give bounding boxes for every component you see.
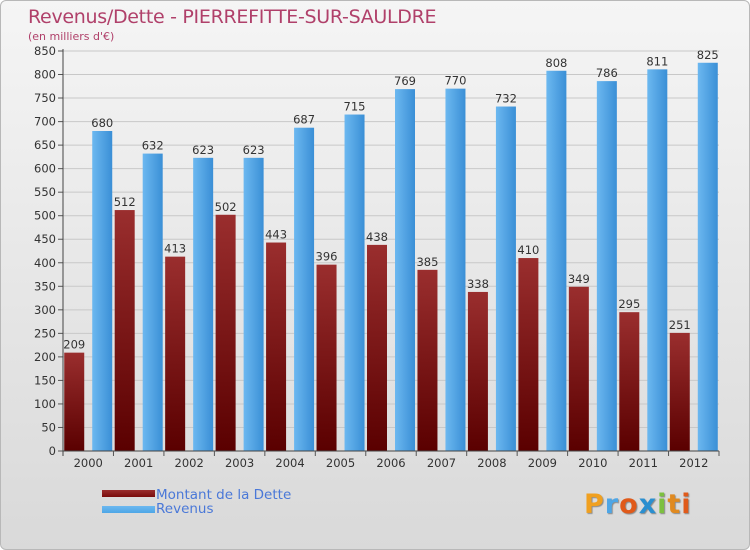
x-tick-label: 2006 (376, 456, 405, 470)
y-tick-label: 500 (34, 209, 56, 223)
y-tick-label: 650 (34, 138, 56, 152)
y-tick-label: 600 (34, 162, 56, 176)
data-label-revenus-2003: 623 (243, 143, 265, 157)
data-label-dette-2000: 209 (63, 338, 85, 352)
data-label-dette-2009: 410 (517, 243, 539, 257)
bar-dette-2001 (114, 210, 135, 451)
data-label-revenus-2009: 808 (545, 56, 567, 70)
x-tick-label: 2000 (74, 456, 103, 470)
bar-revenus-2010 (596, 81, 617, 451)
legend-label-dette: Montant de la Dette (156, 487, 292, 503)
chart-title: Revenus/Dette - PIERREFITTE-SUR-SAULDRE (28, 6, 437, 28)
x-tick-label: 2012 (679, 456, 708, 470)
bar-dette-2011 (619, 312, 640, 451)
x-tick-label: 2009 (528, 456, 557, 470)
data-label-revenus-2002: 623 (192, 143, 214, 157)
bar-revenus-2002 (193, 157, 214, 451)
bar-revenus-2003 (243, 157, 264, 451)
data-label-revenus-2000: 680 (91, 116, 113, 130)
bar-revenus-2012 (697, 62, 718, 451)
bar-revenus-2000 (92, 131, 113, 451)
data-label-dette-2010: 349 (568, 272, 590, 286)
data-label-revenus-2008: 732 (495, 92, 517, 106)
x-tick-label: 2007 (427, 456, 456, 470)
bar-dette-2005 (316, 264, 337, 451)
data-label-dette-2005: 396 (316, 250, 338, 264)
chart-subtitle: (en milliers d'€) (28, 30, 115, 43)
bar-revenus-2001 (142, 153, 163, 451)
data-label-dette-2011: 295 (618, 297, 640, 311)
x-tick-label: 2011 (629, 456, 658, 470)
bar-dette-2008 (467, 291, 488, 451)
y-tick-label: 300 (34, 303, 56, 317)
y-tick-label: 100 (34, 397, 56, 411)
bar-dette-2002 (165, 256, 186, 451)
x-tick-label: 2008 (477, 456, 506, 470)
legend-label-revenus: Revenus (156, 501, 214, 517)
y-tick-label: 50 (41, 420, 56, 434)
data-label-revenus-2010: 786 (596, 66, 618, 80)
y-tick-label: 200 (34, 350, 56, 364)
data-label-revenus-2012: 825 (697, 48, 719, 62)
data-label-dette-2004: 443 (265, 228, 287, 242)
x-tick-label: 2002 (175, 456, 204, 470)
x-tick-label: 2004 (275, 456, 304, 470)
y-tick-label: 350 (34, 279, 56, 293)
x-tick-label: 2001 (124, 456, 153, 470)
y-tick-label: 550 (34, 185, 56, 199)
bar-revenus-2011 (647, 69, 668, 452)
data-label-revenus-2011: 811 (646, 54, 668, 68)
legend-swatch-dette (102, 490, 155, 497)
bar-dette-2009 (518, 258, 539, 451)
bar-dette-2003 (215, 214, 236, 451)
y-tick-label: 800 (34, 68, 56, 82)
data-label-revenus-2006: 769 (394, 74, 416, 88)
data-label-revenus-2001: 632 (142, 139, 164, 153)
data-label-dette-2001: 512 (114, 195, 136, 209)
proxiti-logo: Proxiti (584, 489, 692, 520)
bar-dette-2012 (669, 332, 690, 451)
x-tick-label: 2003 (225, 456, 254, 470)
data-label-dette-2006: 438 (366, 230, 388, 244)
data-label-revenus-2007: 770 (444, 74, 466, 88)
bar-dette-2004 (266, 242, 287, 451)
bar-revenus-2008 (495, 106, 516, 451)
data-label-revenus-2005: 715 (344, 100, 366, 114)
y-tick-label: 850 (34, 44, 56, 58)
data-label-revenus-2004: 687 (293, 113, 315, 127)
data-label-dette-2007: 385 (416, 255, 438, 269)
bar-revenus-2009 (546, 70, 567, 451)
bar-dette-2000 (64, 352, 85, 451)
bar-revenus-2007 (445, 88, 466, 451)
y-tick-label: 250 (34, 326, 56, 340)
bar-dette-2007 (417, 269, 438, 451)
bar-dette-2010 (568, 286, 589, 451)
data-label-dette-2002: 413 (164, 242, 186, 256)
legend-swatch-revenus (102, 506, 155, 513)
bar-revenus-2004 (294, 127, 315, 452)
data-label-dette-2008: 338 (467, 277, 489, 291)
y-tick-label: 150 (34, 373, 56, 387)
x-tick-label: 2005 (326, 456, 355, 470)
y-tick-label: 450 (34, 232, 56, 246)
y-tick-label: 700 (34, 115, 56, 129)
y-tick-label: 750 (34, 91, 56, 105)
y-tick-label: 400 (34, 256, 56, 270)
bar-dette-2006 (367, 244, 387, 451)
x-tick-label: 2010 (578, 456, 607, 470)
bar-revenus-2006 (395, 89, 415, 451)
data-label-dette-2003: 502 (215, 200, 237, 214)
y-tick-label: 0 (49, 444, 56, 458)
data-label-dette-2012: 251 (669, 318, 691, 332)
bar-revenus-2005 (344, 114, 365, 451)
